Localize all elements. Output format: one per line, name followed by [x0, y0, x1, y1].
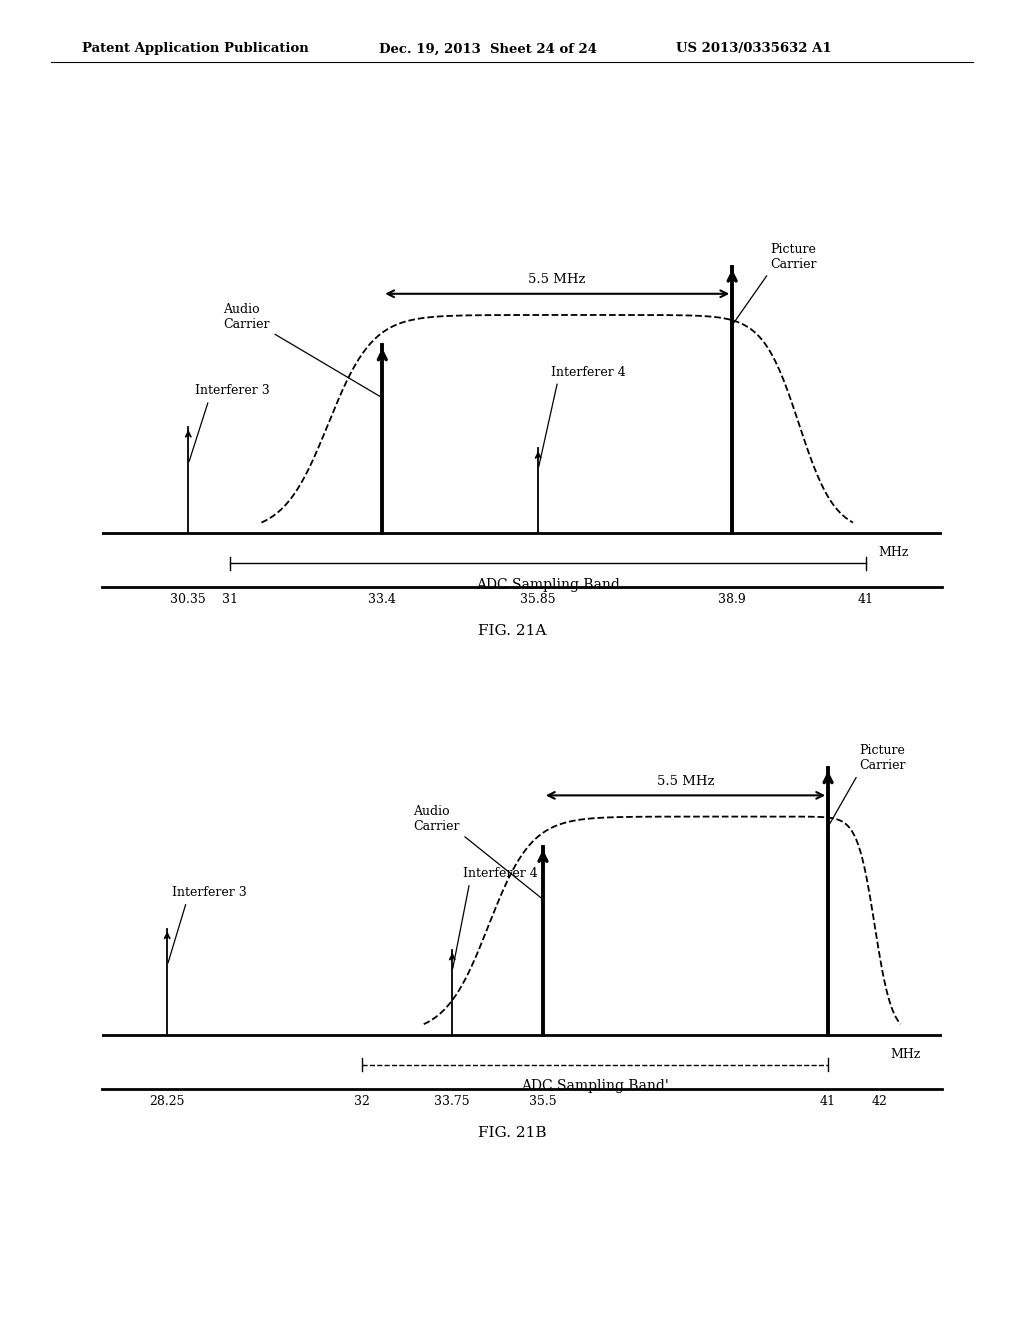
Text: Audio
Carrier: Audio Carrier: [414, 805, 541, 898]
Text: Interferer 3: Interferer 3: [168, 886, 247, 964]
Text: ADC Sampling Band': ADC Sampling Band': [521, 1080, 669, 1093]
Text: FIG. 21B: FIG. 21B: [478, 1126, 546, 1140]
Text: Interferer 4: Interferer 4: [539, 366, 626, 467]
Text: MHz: MHz: [879, 546, 909, 560]
Text: 5.5 MHz: 5.5 MHz: [528, 273, 586, 286]
Text: FIG. 21A: FIG. 21A: [478, 624, 546, 639]
Text: Audio
Carrier: Audio Carrier: [223, 304, 380, 396]
Text: Picture
Carrier: Picture Carrier: [829, 744, 905, 824]
Text: MHz: MHz: [890, 1048, 921, 1061]
Text: ADC Sampling Band: ADC Sampling Band: [476, 578, 620, 591]
Text: Picture
Carrier: Picture Carrier: [734, 243, 817, 323]
Text: Interferer 4: Interferer 4: [453, 867, 538, 968]
Text: US 2013/0335632 A1: US 2013/0335632 A1: [676, 42, 831, 55]
Text: Dec. 19, 2013  Sheet 24 of 24: Dec. 19, 2013 Sheet 24 of 24: [379, 42, 597, 55]
Text: 5.5 MHz: 5.5 MHz: [656, 775, 715, 788]
Text: Interferer 3: Interferer 3: [189, 384, 269, 462]
Text: Patent Application Publication: Patent Application Publication: [82, 42, 308, 55]
